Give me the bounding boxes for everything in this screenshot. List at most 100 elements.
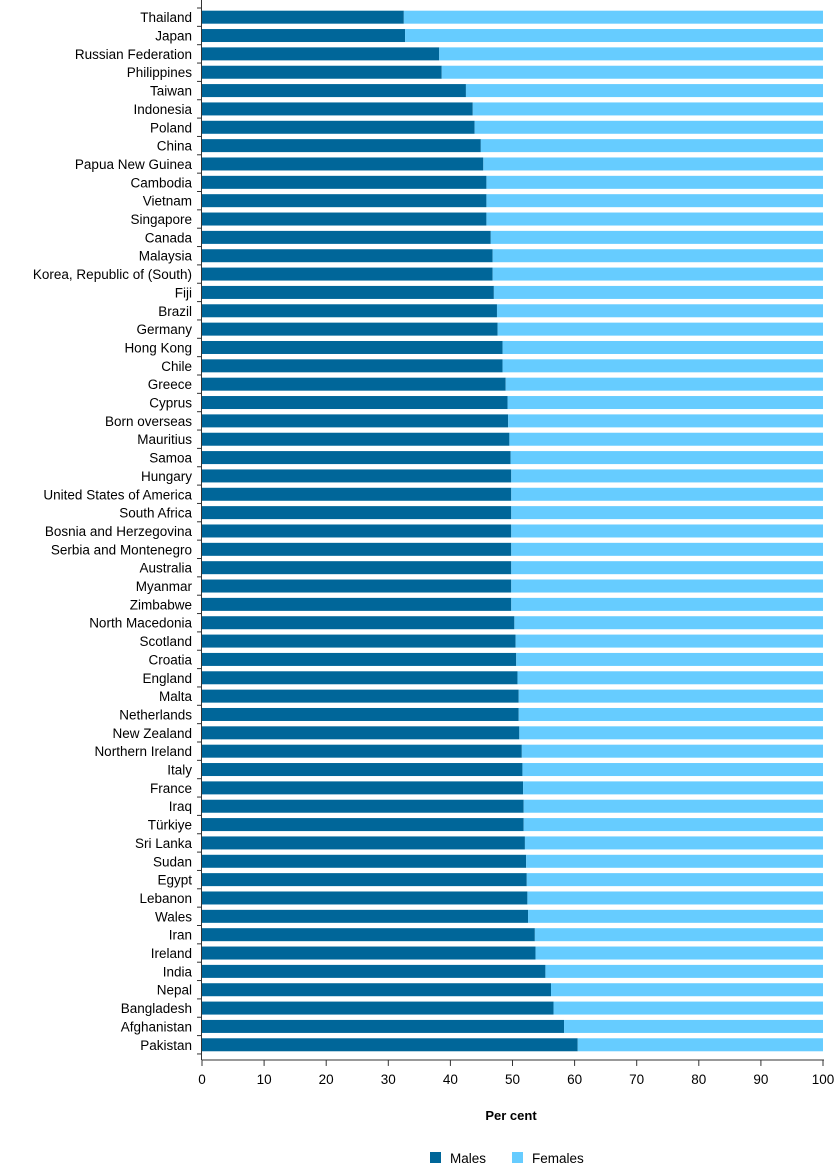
bar-females[interactable] [509, 432, 823, 446]
bar-females[interactable] [522, 763, 823, 777]
bar-males[interactable] [202, 579, 512, 593]
bar-males[interactable] [202, 689, 519, 703]
bar-males[interactable] [202, 928, 535, 942]
bar-males[interactable] [202, 671, 518, 685]
bar-males[interactable] [202, 249, 493, 263]
bar-females[interactable] [564, 1019, 823, 1033]
bar-females[interactable] [511, 506, 823, 520]
bar-males[interactable] [202, 1019, 565, 1033]
bar-males[interactable] [202, 781, 524, 795]
bar-males[interactable] [202, 854, 527, 868]
bar-females[interactable] [511, 487, 823, 501]
bar-females[interactable] [465, 84, 823, 98]
bar-males[interactable] [202, 102, 473, 116]
bar-females[interactable] [517, 671, 823, 685]
bar-males[interactable] [202, 744, 522, 758]
bar-females[interactable] [523, 818, 823, 832]
bar-males[interactable] [202, 469, 512, 483]
bar-females[interactable] [545, 964, 823, 978]
bar-females[interactable] [519, 726, 823, 740]
bar-males[interactable] [202, 212, 487, 226]
bar-males[interactable] [202, 634, 516, 648]
bar-males[interactable] [202, 799, 524, 813]
bar-females[interactable] [516, 652, 823, 666]
bar-females[interactable] [523, 781, 823, 795]
bar-females[interactable] [514, 616, 823, 630]
bar-females[interactable] [486, 194, 823, 208]
bar-females[interactable] [493, 285, 823, 299]
bar-males[interactable] [202, 506, 512, 520]
bar-males[interactable] [202, 487, 512, 501]
bar-males[interactable] [202, 340, 503, 354]
bar-females[interactable] [511, 542, 823, 556]
bar-males[interactable] [202, 707, 519, 721]
bar-females[interactable] [518, 689, 823, 703]
bar-females[interactable] [511, 469, 823, 483]
bar-males[interactable] [202, 451, 511, 465]
bar-males[interactable] [202, 946, 536, 960]
bar-males[interactable] [202, 983, 551, 997]
bar-males[interactable] [202, 891, 528, 905]
bar-females[interactable] [486, 175, 823, 189]
bar-males[interactable] [202, 561, 512, 575]
bar-females[interactable] [508, 414, 823, 428]
bar-males[interactable] [202, 377, 506, 391]
bar-males[interactable] [202, 29, 406, 43]
bar-females[interactable] [502, 340, 823, 354]
bar-females[interactable] [486, 212, 823, 226]
bar-males[interactable] [202, 964, 546, 978]
bar-females[interactable] [472, 102, 823, 116]
bar-females[interactable] [502, 359, 823, 373]
bar-females[interactable] [534, 928, 823, 942]
bar-females[interactable] [511, 597, 823, 611]
bar-females[interactable] [511, 524, 823, 538]
bar-females[interactable] [483, 157, 823, 171]
bar-females[interactable] [492, 249, 823, 263]
bar-males[interactable] [202, 652, 517, 666]
bar-females[interactable] [515, 634, 823, 648]
bar-females[interactable] [528, 909, 823, 923]
bar-males[interactable] [202, 230, 491, 244]
bar-females[interactable] [496, 304, 823, 318]
legend[interactable]: Males Females [430, 1151, 584, 1166]
bar-females[interactable] [511, 561, 823, 575]
bar-males[interactable] [202, 524, 512, 538]
bar-females[interactable] [492, 267, 823, 281]
bar-females[interactable] [403, 10, 823, 24]
bar-males[interactable] [202, 542, 512, 556]
bar-females[interactable] [405, 29, 823, 43]
bar-females[interactable] [551, 983, 823, 997]
bar-females[interactable] [441, 65, 823, 79]
bar-females[interactable] [439, 47, 823, 61]
bar-males[interactable] [202, 414, 509, 428]
bar-males[interactable] [202, 432, 510, 446]
bar-females[interactable] [505, 377, 823, 391]
bar-females[interactable] [510, 451, 823, 465]
bar-females[interactable] [511, 579, 823, 593]
bar-females[interactable] [553, 1001, 823, 1015]
bar-males[interactable] [202, 763, 523, 777]
bar-females[interactable] [527, 891, 823, 905]
bar-males[interactable] [202, 285, 494, 299]
bar-females[interactable] [523, 799, 823, 813]
bar-females[interactable] [507, 396, 823, 410]
bar-males[interactable] [202, 322, 498, 336]
bar-males[interactable] [202, 726, 520, 740]
bar-females[interactable] [497, 322, 823, 336]
bar-males[interactable] [202, 84, 466, 98]
bar-males[interactable] [202, 873, 527, 887]
bar-males[interactable] [202, 175, 487, 189]
bar-males[interactable] [202, 359, 503, 373]
bar-males[interactable] [202, 1001, 554, 1015]
bar-females[interactable] [535, 946, 823, 960]
bar-males[interactable] [202, 836, 525, 850]
bar-males[interactable] [202, 157, 484, 171]
bar-males[interactable] [202, 10, 404, 24]
bar-females[interactable] [524, 836, 823, 850]
bar-males[interactable] [202, 396, 508, 410]
bar-males[interactable] [202, 65, 442, 79]
bar-females[interactable] [490, 230, 823, 244]
bar-males[interactable] [202, 194, 487, 208]
bar-males[interactable] [202, 267, 493, 281]
bar-males[interactable] [202, 909, 529, 923]
